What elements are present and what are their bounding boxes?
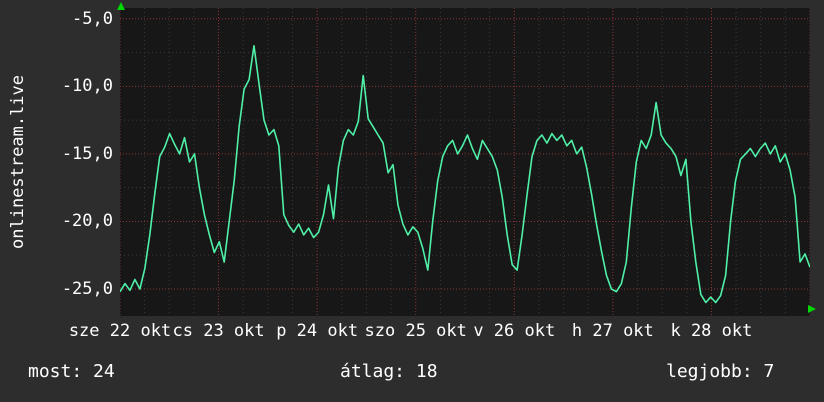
- stat-atlag: átlag: 18: [340, 361, 438, 382]
- y-axis-tick-label: -15,0: [61, 143, 113, 164]
- chart-svg: [120, 8, 810, 316]
- stats-bar: most: 24 átlag: 18 legjobb: 7: [0, 361, 824, 385]
- x-axis-arrow-icon: [808, 305, 816, 313]
- x-axis-tick-label: k 28 okt: [670, 321, 753, 341]
- x-axis: sze 22 okt cs 23 okt p 24 okt szo 25 okt v 2…: [69, 321, 810, 343]
- y-axis-tick-label: -5,0: [72, 8, 113, 29]
- x-axis-tick-label: szo 25 okt: [364, 321, 467, 341]
- x-axis-tick-label: h 27 okt: [571, 321, 654, 341]
- plot-area: [120, 8, 810, 316]
- y-axis-tick-label: -25,0: [61, 278, 113, 299]
- stat-legjobb: legjobb: 7: [666, 361, 775, 382]
- y-axis-tick-label: -10,0: [61, 76, 113, 97]
- y-axis-arrow-icon: [117, 2, 125, 10]
- y-axis: -5,0 -10,0 -15,0 -20,0 -25,0: [0, 8, 113, 316]
- x-axis-tick-label: v 26 okt: [473, 321, 556, 341]
- x-axis-tick-label: cs 23 okt: [172, 321, 265, 341]
- x-axis-tick-label: p 24 okt: [276, 321, 359, 341]
- x-axis-tick-label: sze 22 okt: [68, 321, 172, 341]
- stat-most: most: 24: [28, 361, 115, 382]
- y-axis-tick-label: -20,0: [61, 211, 113, 232]
